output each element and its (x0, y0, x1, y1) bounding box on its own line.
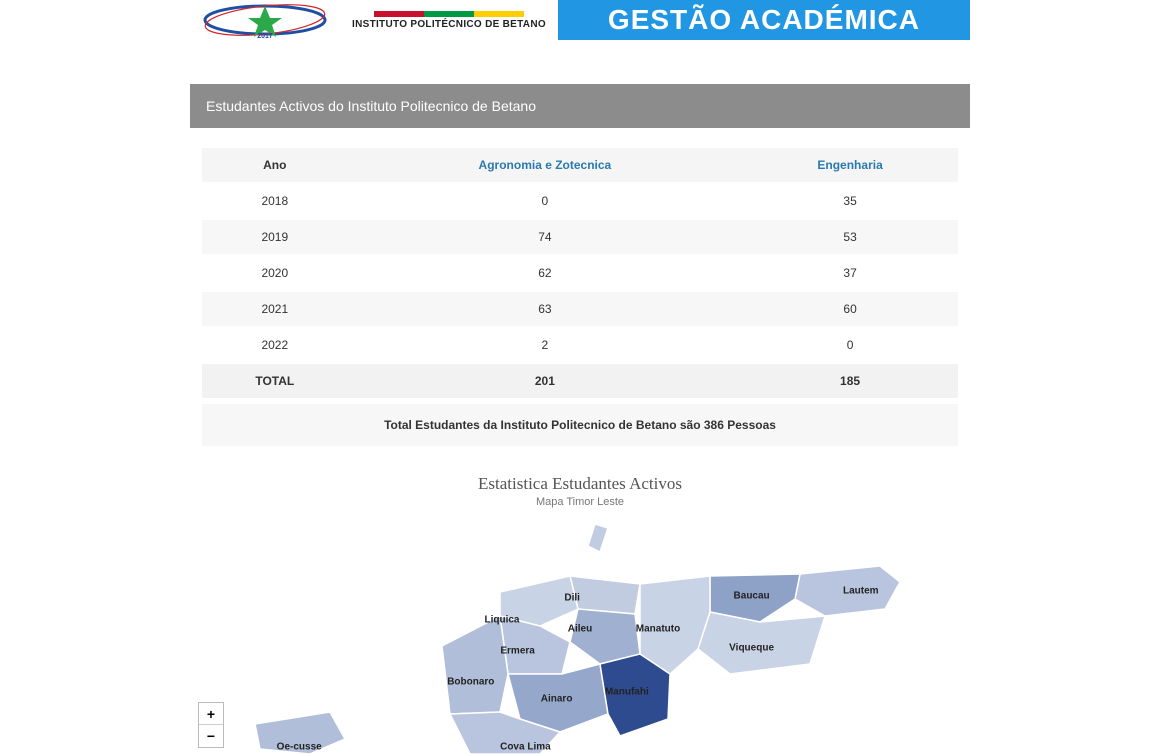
table-cell: 201 (348, 364, 743, 398)
table-cell: 2020 (202, 256, 348, 290)
region-lautem[interactable] (795, 566, 900, 616)
table-cell: 185 (742, 364, 958, 398)
column-header[interactable]: Agronomia e Zotecnica (348, 148, 743, 182)
region-bobonaro[interactable] (442, 616, 508, 714)
map-title: Estatistica Estudantes Activos (190, 474, 970, 494)
table-cell: 0 (742, 328, 958, 362)
panel-body: AnoAgronomia e ZotecnicaEngenharia 20180… (190, 128, 970, 456)
table-cell: 2022 (202, 328, 348, 362)
panel-title: Estudantes Activos do Instituto Politecn… (190, 84, 970, 128)
map-canvas[interactable]: DiliLiquicaAileuManatutoBaucauLautemViqu… (190, 514, 970, 754)
region-oecusse[interactable] (255, 712, 345, 754)
students-table: AnoAgronomia e ZotecnicaEngenharia 20180… (202, 146, 958, 400)
flag-strip (374, 11, 524, 17)
region-manufahi[interactable] (600, 654, 670, 736)
table-cell: 2021 (202, 292, 348, 326)
map-subtitle: Mapa Timor Leste (190, 496, 970, 508)
table-cell: 2019 (202, 220, 348, 254)
table-cell: TOTAL (202, 364, 348, 398)
table-cell: 63 (348, 292, 743, 326)
table-cell: 0 (348, 184, 743, 218)
column-header[interactable]: Engenharia (742, 148, 958, 182)
institute-block: INSTITUTO POLITÉCNICO DE BETANO (352, 11, 546, 30)
table-cell: 74 (348, 220, 743, 254)
table-cell: 35 (742, 184, 958, 218)
institute-logo: 2017 (190, 0, 340, 40)
table-row: 20197453 (202, 220, 958, 254)
zoom-out-button[interactable]: − (199, 725, 223, 747)
svg-text:2017: 2017 (257, 33, 273, 40)
table-cell: 62 (348, 256, 743, 290)
table-header-row: AnoAgronomia e ZotecnicaEngenharia (202, 148, 958, 182)
table-cell: 53 (742, 220, 958, 254)
grand-total-text: Total Estudantes da Instituto Politecnic… (202, 404, 958, 446)
table-row: 20206237 (202, 256, 958, 290)
table-total-row: TOTAL201185 (202, 364, 958, 398)
region-ermera[interactable] (500, 616, 570, 674)
table-row: 20216360 (202, 292, 958, 326)
table-body: 2018035201974532020623720216360202220TOT… (202, 184, 958, 398)
table-cell: 2 (348, 328, 743, 362)
table-row: 202220 (202, 328, 958, 362)
table-cell: 2018 (202, 184, 348, 218)
table-row: 2018035 (202, 184, 958, 218)
zoom-in-button[interactable]: + (199, 703, 223, 725)
region-aileu[interactable] (570, 609, 640, 664)
table-cell: 37 (742, 256, 958, 290)
region-manatuto[interactable] (640, 576, 710, 674)
column-header: Ano (202, 148, 348, 182)
region-atauro[interactable] (588, 524, 608, 552)
app-banner: GESTÃO ACADÉMICA (558, 0, 970, 40)
map-section: Estatistica Estudantes Activos Mapa Timo… (190, 474, 970, 754)
institute-label: INSTITUTO POLITÉCNICO DE BETANO (352, 19, 546, 30)
region-dili[interactable] (570, 576, 640, 614)
students-panel: Estudantes Activos do Instituto Politecn… (190, 84, 970, 456)
page-header: 2017 INSTITUTO POLITÉCNICO DE BETANO GES… (0, 0, 1160, 44)
zoom-controls: + − (198, 702, 224, 748)
table-cell: 60 (742, 292, 958, 326)
